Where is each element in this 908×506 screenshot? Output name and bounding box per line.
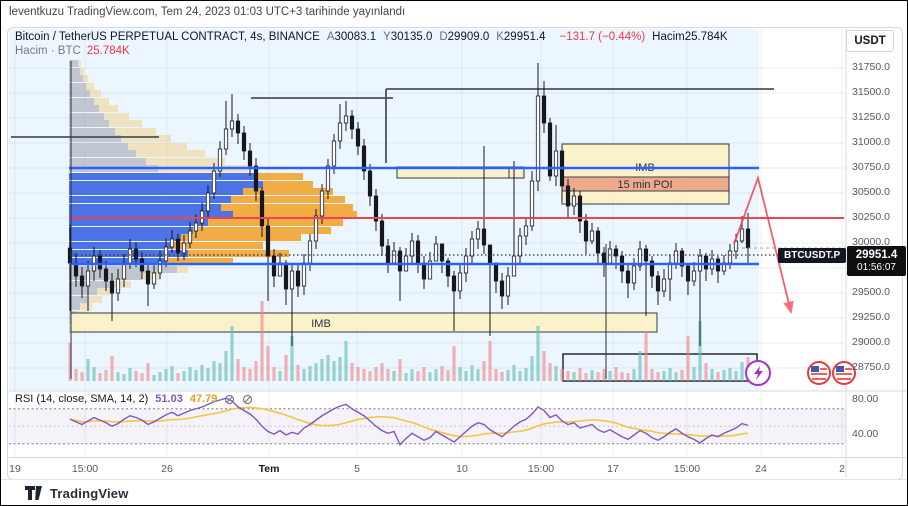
last-price-tag: 29951.4 01:56:07 (847, 246, 906, 276)
svg-text:IMB: IMB (311, 318, 331, 330)
us-flag-event-icon[interactable] (832, 361, 856, 385)
rsi-hide-icon[interactable] (224, 394, 235, 405)
volume-study-label[interactable]: Hacim · BTC (15, 45, 81, 57)
time-axis[interactable]: 19 15:00 26 Tem 5 10 15:00 17 15:00 24 2 (9, 458, 907, 478)
price-tick-label: 31000.0 (852, 136, 890, 148)
published-info-bar: leventkuzu TradingView.com, Tem 24, 2023… (9, 6, 406, 18)
svg-text:15 min POI: 15 min POI (617, 179, 672, 191)
rsi-tick-label: 40.00 (852, 428, 879, 440)
ohlc-item: A30083.1 (326, 31, 377, 43)
time-tick-label: 5 (354, 463, 360, 475)
currency-toggle-button[interactable]: USDT (846, 30, 894, 52)
ohlc-item: Y30135.0 (383, 31, 433, 43)
price-tick-label: 31750.0 (852, 61, 890, 73)
price-tick-label: 29500.0 (852, 286, 890, 298)
lightning-idea-icon[interactable] (745, 360, 771, 386)
ohlc-item: K29951.4 (496, 31, 546, 43)
imb-top-box (561, 143, 730, 205)
time-tick-label: 15:00 (527, 463, 555, 475)
time-tick-label: 24 (755, 463, 767, 475)
time-tick-label: 15:00 (673, 463, 701, 475)
price-tick-label: 30500.0 (852, 186, 890, 198)
price-tick-label: 30000.0 (852, 236, 890, 248)
bar-countdown: 01:56:07 (857, 261, 896, 273)
price-tick-label: 31500.0 (852, 86, 890, 98)
rsi-study-legend: RSI (14, close, SMA, 14, 2) 51.03 47.79 (15, 393, 253, 405)
us-flag-event-icon[interactable] (807, 361, 831, 385)
ohlc-item: D29909.0 (439, 31, 490, 43)
price-tick-label: 29250.0 (852, 311, 890, 323)
rsi-sma-line (69, 406, 749, 438)
time-tick-label: 26 (161, 463, 173, 475)
tradingview-brand-text[interactable]: TradingView (50, 485, 129, 501)
volume-inline: Hacim25.784K (652, 31, 728, 43)
time-tick-label: 15:00 (71, 463, 99, 475)
rsi-line (69, 397, 749, 446)
change-value: −131.7 (−0.44%) (559, 31, 646, 43)
tradingview-logo-icon[interactable] (25, 486, 43, 500)
symbol-price-tag: BTCUSDT.P (778, 248, 847, 263)
rsi-settings-icon[interactable] (242, 394, 253, 405)
price-tick-label: 29000.0 (852, 336, 890, 348)
time-tick-label: Tem (258, 463, 280, 475)
rsi-value: 51.03 (155, 393, 183, 405)
imb-bottom-box (70, 312, 658, 333)
price-tick-label: 28750.0 (852, 361, 890, 373)
footer-bar: TradingView (1, 479, 907, 505)
volume-study-legend: Hacim · BTC 25.784K (15, 45, 130, 57)
ohlc-values: A30083.1 Y30135.0 D29909.0 K29951.4 (327, 31, 553, 43)
time-tick-label: 2 (839, 463, 845, 475)
symbol-title[interactable]: Bitcoin / TetherUS PERPETUAL CONTRACT, 4… (15, 31, 320, 43)
price-tick-label: 31250.0 (852, 111, 890, 123)
price-tick-label: 30750.0 (852, 161, 890, 173)
time-tick-label: 19 (9, 463, 21, 475)
projection-arrow (733, 174, 794, 315)
time-tick-label: 17 (607, 463, 619, 475)
symbol-legend: Bitcoin / TetherUS PERPETUAL CONTRACT, 4… (15, 31, 728, 43)
price-tick-label: 30250.0 (852, 211, 890, 223)
rsi-sma-value: 47.79 (189, 393, 218, 405)
volume-study-value: 25.784K (86, 45, 130, 57)
time-tick-label: 10 (456, 463, 468, 475)
rsi-study-title[interactable]: RSI (14, close, SMA, 14, 2) (15, 393, 149, 405)
price-axis[interactable]: 31750.0 31500.0 31250.0 31000.0 30750.0 30500… (846, 29, 907, 457)
rsi-tick-label: 80.00 (852, 393, 879, 405)
last-price-value: 29951.4 (855, 248, 898, 261)
